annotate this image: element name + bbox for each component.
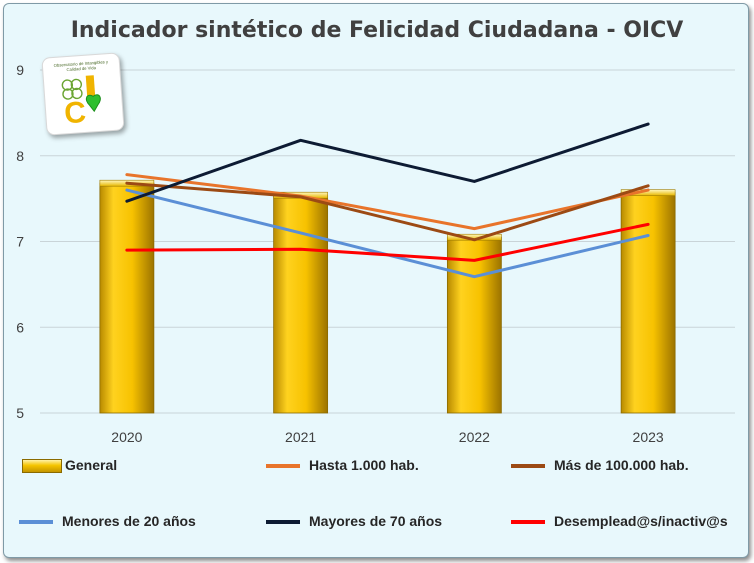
legend-label-menores-20: Menores de 20 años <box>62 513 196 529</box>
legend-label-hasta-1000: Hasta 1.000 hab. <box>309 457 419 473</box>
chart-title: Indicador sintético de Felicidad Ciudada… <box>70 18 684 43</box>
logo-letter-i <box>85 75 96 98</box>
y-tick-label: 6 <box>16 319 24 335</box>
x-tick-label: 2023 <box>633 429 664 445</box>
logo-icon: Observatorio de Intangibles y Calidad de… <box>54 59 110 130</box>
logo-letter-c: C <box>63 96 87 130</box>
legend-swatch-menores-20 <box>19 520 53 524</box>
legend-swatch-mayores-70 <box>266 520 300 524</box>
legend-label-mayores-70: Mayores de 70 años <box>309 513 443 529</box>
legend-label-general: General <box>65 457 118 473</box>
oicv-logo: Observatorio de Intangibles y Calidad de… <box>41 52 125 136</box>
clover-icon <box>61 78 83 100</box>
logo-text-line-1: Observatorio de Intangibles y <box>54 59 110 68</box>
series-line-1 <box>125 181 650 242</box>
y-tick-label: 8 <box>16 148 24 164</box>
legend-swatch-general <box>22 459 62 473</box>
legend-swatch-mas-100000 <box>511 464 545 468</box>
heart-icon <box>85 94 101 113</box>
x-tick-label: 2022 <box>459 429 490 445</box>
series-line-3 <box>125 122 650 203</box>
y-tick-label: 7 <box>16 234 24 250</box>
logo-text-line-2: Calidad de Vida <box>66 65 96 72</box>
legend-label-desempleados: Desemplead@s/inactiv@s <box>554 513 728 529</box>
legend-swatch-desempleados <box>511 520 545 524</box>
series-line-0 <box>125 173 650 231</box>
bar-general <box>99 182 155 414</box>
legend-label-mas-100000: Más de 100.000 hab. <box>554 457 689 473</box>
bar-general <box>446 236 502 414</box>
x-tick-label: 2020 <box>111 429 142 445</box>
y-tick-label: 5 <box>16 405 24 421</box>
x-tick-label: 2021 <box>285 429 316 445</box>
y-tick-label: 9 <box>16 62 24 78</box>
legend-swatch-hasta-1000 <box>266 464 300 468</box>
series-line-4 <box>125 222 650 262</box>
series-line-2 <box>125 188 650 279</box>
